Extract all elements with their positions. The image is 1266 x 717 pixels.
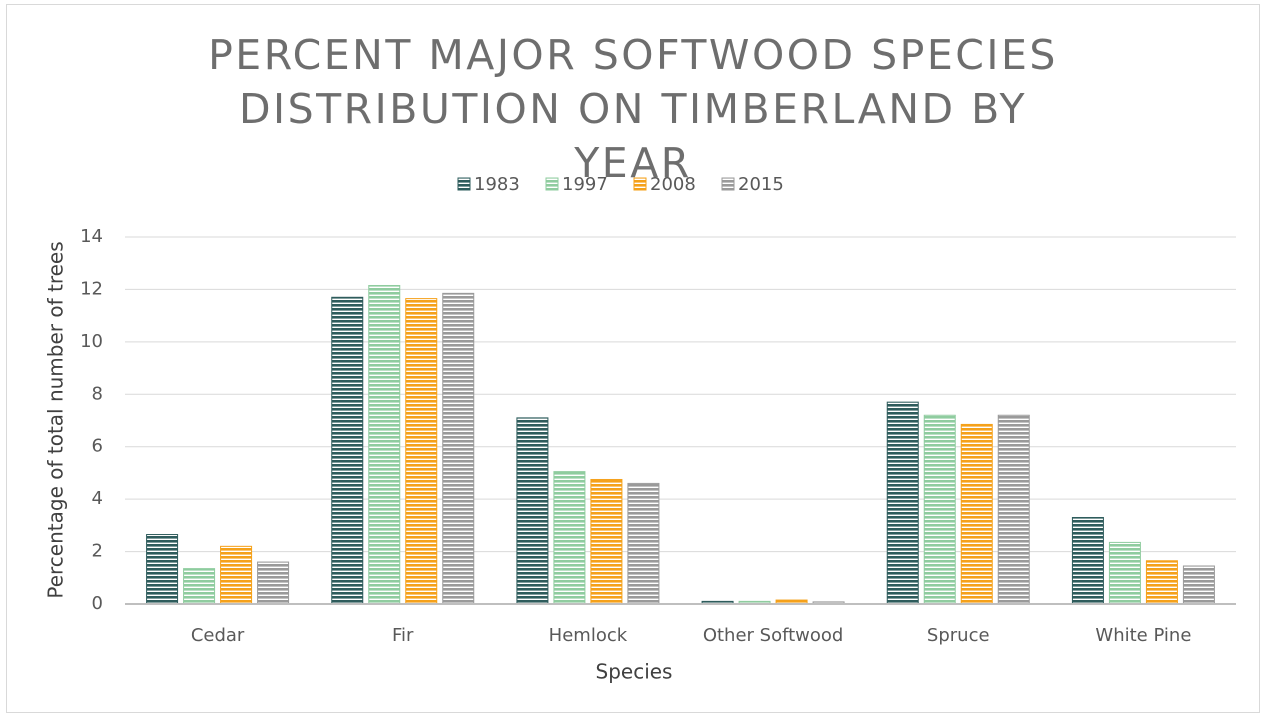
x-tick-label: Other Softwood (703, 625, 844, 646)
x-tick-label: Hemlock (549, 625, 628, 646)
bar (923, 414, 956, 605)
bar (220, 545, 253, 605)
legend-label: 1983 (474, 174, 520, 195)
bar (405, 298, 438, 605)
bar (442, 292, 475, 605)
bar (1182, 565, 1215, 605)
legend-swatch (545, 177, 559, 191)
legend-swatch (721, 177, 735, 191)
bar (997, 414, 1030, 605)
x-tick-label: Cedar (191, 625, 245, 646)
x-tick-label: White Pine (1095, 625, 1191, 646)
legend-swatch (457, 177, 471, 191)
bar (1071, 516, 1104, 605)
bar (960, 423, 993, 605)
y-tick-label: 8 (92, 383, 103, 404)
y-axis-label: Percentage of total number of trees (44, 241, 68, 598)
legend-label: 1997 (562, 174, 608, 195)
bar (590, 478, 623, 605)
bar (1145, 560, 1178, 605)
x-tick-label: Spruce (927, 625, 990, 646)
y-tick-label: 2 (92, 541, 103, 562)
bar (516, 417, 549, 605)
bar (368, 284, 401, 605)
bar (1108, 541, 1141, 605)
bar (553, 471, 586, 605)
bar (257, 561, 290, 605)
x-tick-label: Fir (392, 625, 414, 646)
y-tick-label: 14 (80, 226, 103, 247)
y-tick-label: 0 (92, 593, 103, 614)
legend-label: 2008 (650, 174, 696, 195)
bar (627, 482, 660, 605)
y-tick-label: 10 (80, 331, 103, 352)
y-tick-label: 6 (92, 436, 103, 457)
legend-swatch (633, 177, 647, 191)
y-tick-label: 12 (80, 278, 103, 299)
chart-frame (6, 4, 1260, 713)
legend-label: 2015 (738, 174, 784, 195)
bar (183, 568, 216, 605)
x-axis-label: Species (596, 660, 673, 684)
chart-title: PERCENT MAJOR SOFTWOOD SPECIES DISTRIBUT… (208, 31, 1058, 187)
bar (146, 534, 179, 605)
bar (331, 296, 364, 605)
bar (886, 401, 919, 605)
y-tick-label: 4 (92, 488, 103, 509)
